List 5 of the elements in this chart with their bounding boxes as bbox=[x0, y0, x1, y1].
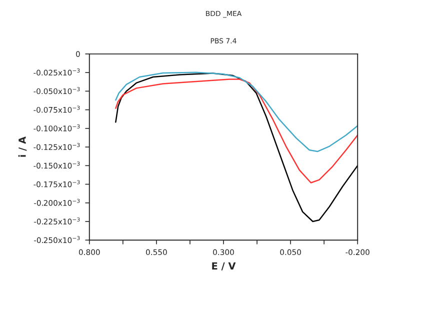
line-series bbox=[115, 72, 358, 152]
x-axis-title: E / V bbox=[212, 262, 236, 270]
line-series bbox=[115, 72, 358, 222]
y-axis-title: i / A bbox=[18, 136, 27, 157]
line-series bbox=[115, 78, 358, 184]
